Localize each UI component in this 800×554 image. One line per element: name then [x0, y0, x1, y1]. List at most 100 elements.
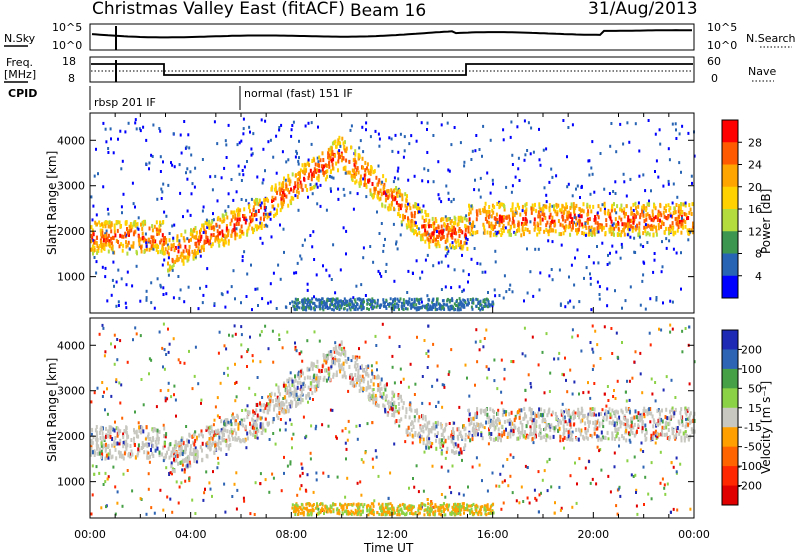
echo-cell	[301, 187, 304, 192]
echo-cell	[570, 220, 573, 225]
echo-cell	[103, 222, 106, 227]
echo-cell	[331, 162, 334, 167]
echo-cell	[517, 428, 520, 432]
echo-cell	[650, 411, 653, 416]
echo-cell	[331, 150, 334, 154]
echo-cell	[112, 151, 115, 155]
echo-cell	[562, 231, 565, 236]
echo-cell	[173, 223, 176, 227]
power-ytick-label: 3000	[57, 180, 85, 193]
echo-cell	[366, 302, 369, 306]
echo-cell	[510, 190, 513, 194]
echo-cell	[400, 223, 403, 227]
echo-cell	[442, 443, 445, 448]
echo-cell	[347, 389, 350, 393]
echo-cell	[625, 222, 628, 227]
echo-cell	[298, 156, 300, 160]
echo-cell	[304, 238, 306, 242]
echo-cell	[234, 232, 237, 237]
echo-cell	[317, 177, 320, 182]
echo-cell	[101, 452, 103, 457]
echo-cell	[380, 222, 383, 225]
echo-cell	[641, 414, 644, 419]
echo-cell	[494, 260, 497, 264]
echo-cell	[503, 207, 506, 212]
echo-cell	[301, 298, 304, 302]
echo-cell	[186, 458, 189, 463]
echo-cell	[169, 471, 172, 475]
echo-cell	[199, 286, 201, 290]
echo-cell	[236, 143, 239, 147]
echo-cell	[97, 444, 100, 449]
echo-cell	[450, 219, 453, 224]
echo-cell	[445, 217, 448, 222]
echo-cell	[212, 434, 215, 437]
echo-cell	[232, 269, 235, 273]
echo-cell	[318, 155, 321, 160]
echo-cell	[656, 408, 659, 413]
echo-cell	[306, 473, 309, 477]
echo-cell	[478, 348, 481, 352]
echo-cell	[233, 324, 236, 328]
echo-cell	[400, 398, 403, 403]
echo-cell	[333, 153, 336, 158]
echo-cell	[344, 427, 347, 430]
echo-cell	[431, 216, 434, 221]
echo-cell	[607, 211, 609, 216]
echo-cell	[394, 299, 397, 303]
echo-cell	[564, 219, 567, 224]
echo-cell	[309, 451, 312, 455]
echo-cell	[549, 427, 552, 432]
echo-cell	[355, 179, 358, 184]
echo-cell	[368, 178, 371, 183]
echo-cell	[310, 300, 313, 304]
echo-cell	[322, 264, 324, 268]
echo-cell	[171, 471, 173, 476]
echo-cell	[349, 308, 352, 312]
echo-cell	[267, 395, 270, 399]
echo-cell	[688, 420, 691, 425]
echo-cell	[489, 233, 492, 238]
echo-cell	[263, 206, 266, 210]
echo-cell	[94, 220, 97, 225]
echo-cell	[171, 163, 174, 167]
echo-cell	[111, 443, 113, 448]
echo-cell	[391, 149, 394, 153]
echo-cell	[476, 360, 479, 364]
echo-cell	[348, 160, 351, 164]
echo-cell	[413, 485, 416, 489]
echo-cell	[180, 151, 183, 155]
echo-cell	[181, 452, 184, 456]
echo-cell	[525, 219, 528, 224]
freq-frame	[89, 56, 695, 83]
echo-cell	[180, 233, 183, 238]
echo-cell	[284, 178, 287, 182]
echo-cell	[238, 217, 241, 222]
echo-cell	[545, 228, 548, 232]
echo-cell	[205, 218, 208, 222]
echo-cell	[614, 429, 617, 433]
echo-cell	[266, 421, 269, 426]
echo-cell	[362, 379, 365, 384]
echo-cell	[267, 213, 270, 218]
echo-cell	[248, 386, 251, 390]
echo-cell	[303, 307, 306, 311]
echo-cell	[660, 432, 663, 437]
echo-cell	[398, 300, 401, 303]
echo-cell	[294, 341, 296, 345]
echo-cell	[439, 438, 441, 443]
echo-cell	[593, 227, 596, 232]
echo-cell	[476, 411, 479, 416]
echo-cell	[204, 220, 207, 225]
echo-cell	[637, 423, 640, 428]
echo-cell	[252, 205, 255, 210]
echo-cell	[421, 270, 424, 274]
echo-cell	[141, 236, 144, 241]
echo-cell	[417, 306, 420, 310]
echo-cell	[398, 419, 401, 423]
echo-cell	[375, 175, 378, 180]
echo-cell	[101, 431, 104, 436]
echo-cell	[602, 419, 605, 422]
echo-cell	[330, 278, 333, 281]
echo-cell	[489, 230, 492, 235]
